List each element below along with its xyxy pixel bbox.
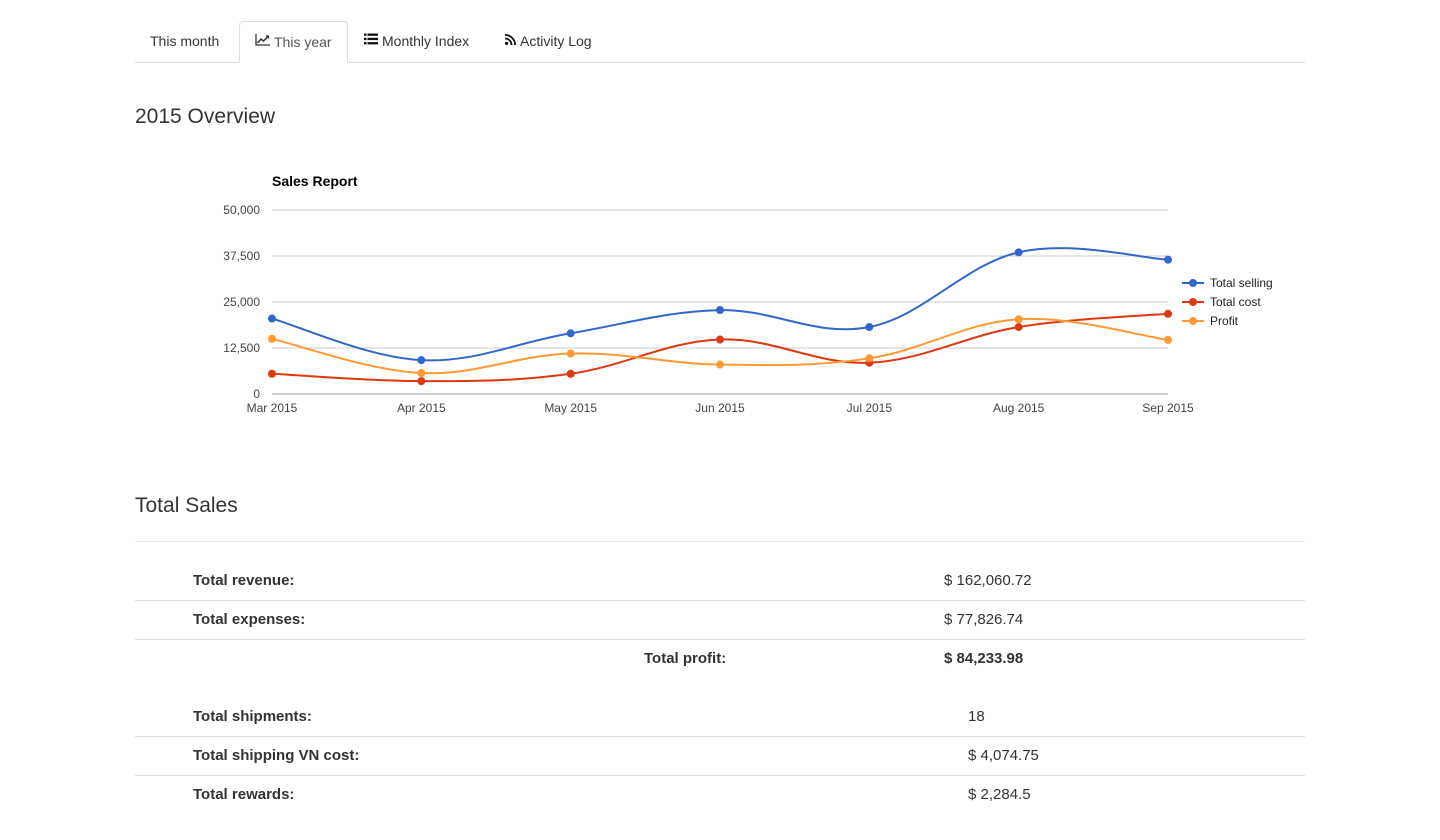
y-tick-label: 25,000 <box>223 295 260 309</box>
chart-series <box>268 247 1172 386</box>
overview-title: 2015 Overview <box>135 105 276 128</box>
data-point[interactable] <box>566 329 575 338</box>
data-point[interactable] <box>1164 335 1172 344</box>
summary-value: $ 84,233.98 <box>944 650 1024 667</box>
data-point[interactable] <box>865 354 874 363</box>
summary-row-shipping-cost: Total shipping VN cost: $ 4,074.75 <box>135 736 1305 776</box>
legend-marker <box>1189 298 1197 306</box>
tab-monthly-index[interactable]: Monthly Index <box>349 21 484 62</box>
chart-title: Sales Report <box>272 173 358 189</box>
summary-value: 18 <box>968 708 985 725</box>
line-chart-icon <box>255 21 270 62</box>
tab-label: Activity Log <box>520 33 592 49</box>
rss-icon <box>504 20 516 61</box>
summary-label: Total profit: <box>644 650 727 667</box>
section-divider <box>135 541 1305 542</box>
data-point[interactable] <box>1014 248 1023 257</box>
summary-label: Total shipments: <box>193 708 312 725</box>
series-line <box>271 247 1169 362</box>
chart-canvas: Sales Report 0 12,500 25,000 37,500 50,000 M… <box>223 173 1273 415</box>
total-sales-title: Total Sales <box>135 494 238 517</box>
tab-label: This year <box>274 34 332 50</box>
chart-y-axis: 0 12,500 25,000 37,500 50,000 <box>223 203 260 401</box>
summary-row-shipments: Total shipments: 18 <box>135 697 1305 737</box>
summary-row-revenue: Total revenue: $ 162,060.72 <box>135 561 1305 601</box>
data-point[interactable] <box>268 369 276 378</box>
summary-value: $ 162,060.72 <box>944 572 1032 589</box>
tab-label: Monthly Index <box>382 33 470 49</box>
summary-label: Total revenue: <box>193 572 295 589</box>
legend-label[interactable]: Total selling <box>1210 276 1273 290</box>
summary-row-profit: Total profit: $ 84,233.98 <box>135 639 1305 678</box>
y-tick-label: 50,000 <box>223 203 260 217</box>
x-tick-label: May 2015 <box>544 401 597 415</box>
tab-bar: This month This year <box>135 21 1305 63</box>
summary-value: $ 4,074.75 <box>968 747 1039 764</box>
summary-value: $ 2,284.5 <box>968 786 1031 803</box>
data-point[interactable] <box>865 323 874 332</box>
summary-label: Total expenses: <box>193 611 306 628</box>
summary-label: Total rewards: <box>193 786 295 803</box>
x-tick-label: Aug 2015 <box>993 401 1045 415</box>
data-point[interactable] <box>1164 255 1172 264</box>
legend-label[interactable]: Total cost <box>1210 295 1261 309</box>
tab-activity-log[interactable]: Activity Log <box>490 21 607 62</box>
x-tick-label: Apr 2015 <box>397 401 446 415</box>
data-point[interactable] <box>417 356 426 365</box>
x-tick-label: Sep 2015 <box>1142 401 1194 415</box>
y-tick-label: 12,500 <box>223 341 260 355</box>
x-tick-label: Mar 2015 <box>247 401 298 415</box>
data-point[interactable] <box>417 369 426 378</box>
data-point[interactable] <box>1014 323 1023 332</box>
x-tick-label: Jun 2015 <box>695 401 745 415</box>
data-point[interactable] <box>566 369 575 378</box>
summary-label: Total shipping VN cost: <box>193 747 360 764</box>
x-tick-label: Jul 2015 <box>847 401 893 415</box>
data-point[interactable] <box>716 360 724 369</box>
legend-label[interactable]: Profit <box>1210 314 1239 328</box>
y-tick-label: 37,500 <box>223 249 260 263</box>
summary-value: $ 77,826.74 <box>944 611 1024 628</box>
chart-x-axis: Mar 2015 Apr 2015 May 2015 Jun 2015 Jul 2015… <box>247 401 1194 415</box>
chart-legend: Total selling Total cost Profit <box>1182 276 1273 328</box>
list-icon <box>364 20 378 61</box>
summary-row-expenses: Total expenses: $ 77,826.74 <box>135 600 1305 640</box>
data-point[interactable] <box>268 314 276 323</box>
tab-label: This month <box>150 33 220 49</box>
y-tick-label: 0 <box>253 387 260 401</box>
data-point[interactable] <box>268 334 276 343</box>
sales-report-chart: Sales Report 0 12,500 25,000 37,500 50,000 M… <box>135 160 1305 430</box>
data-point[interactable] <box>716 306 724 315</box>
data-point[interactable] <box>716 335 724 344</box>
data-point[interactable] <box>417 377 426 386</box>
data-point[interactable] <box>1164 309 1172 318</box>
legend-marker <box>1189 317 1197 325</box>
summary-row-rewards: Total rewards: $ 2,284.5 <box>135 775 1305 814</box>
legend-marker <box>1189 279 1197 287</box>
tab-this-month[interactable]: This month <box>135 21 234 62</box>
data-point[interactable] <box>1014 315 1023 324</box>
data-point[interactable] <box>566 349 575 358</box>
tab-this-year[interactable]: This year <box>239 21 348 63</box>
